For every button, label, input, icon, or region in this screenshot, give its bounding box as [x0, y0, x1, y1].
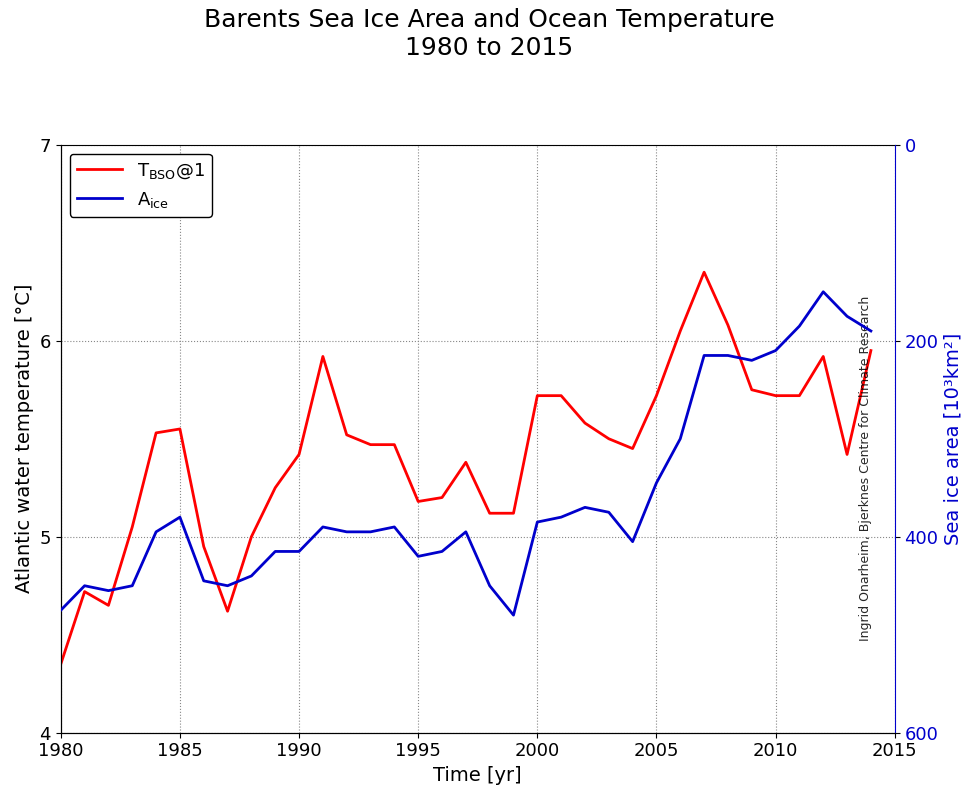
T$_{\mathrm{BSO}}$@1	[197, 542, 209, 551]
T$_{\mathrm{BSO}}$@1	[602, 434, 614, 443]
A$_{\mathrm{ice}}$	[817, 287, 828, 297]
A$_{\mathrm{ice}}$	[79, 581, 91, 590]
A$_{\mathrm{ice}}$	[55, 606, 66, 615]
T$_{\mathrm{BSO}}$@1	[412, 497, 424, 506]
A$_{\mathrm{ice}}$	[864, 326, 875, 336]
T$_{\mathrm{BSO}}$@1	[150, 428, 162, 438]
T$_{\mathrm{BSO}}$@1	[650, 391, 661, 401]
A$_{\mathrm{ice}}$	[364, 527, 376, 537]
T$_{\mathrm{BSO}}$@1	[698, 267, 709, 277]
X-axis label: Time [yr]: Time [yr]	[433, 766, 522, 785]
A$_{\mathrm{ice}}$	[602, 507, 614, 517]
T$_{\mathrm{BSO}}$@1	[174, 424, 186, 434]
T$_{\mathrm{BSO}}$@1	[721, 320, 733, 330]
A$_{\mathrm{ice}}$	[126, 581, 138, 590]
A$_{\mathrm{ice}}$	[626, 537, 638, 546]
A$_{\mathrm{ice}}$	[412, 551, 424, 561]
T$_{\mathrm{BSO}}$@1	[840, 450, 852, 459]
A$_{\mathrm{ice}}$	[698, 350, 709, 360]
A$_{\mathrm{ice}}$	[174, 512, 186, 522]
T$_{\mathrm{BSO}}$@1	[269, 483, 280, 493]
A$_{\mathrm{ice}}$	[459, 527, 471, 537]
A$_{\mathrm{ice}}$	[197, 576, 209, 586]
A$_{\mathrm{ice}}$	[578, 502, 590, 512]
Text: Ingrid Onarheim, Bjerknes Centre for Climate Research: Ingrid Onarheim, Bjerknes Centre for Cli…	[858, 295, 871, 641]
A$_{\mathrm{ice}}$	[769, 346, 781, 355]
T$_{\mathrm{BSO}}$@1	[817, 352, 828, 362]
T$_{\mathrm{BSO}}$@1	[864, 346, 875, 355]
A$_{\mathrm{ice}}$	[317, 522, 328, 532]
A$_{\mathrm{ice}}$	[484, 581, 495, 590]
T$_{\mathrm{BSO}}$@1	[674, 326, 686, 336]
Y-axis label: Atlantic water temperature [°C]: Atlantic water temperature [°C]	[15, 284, 34, 594]
A$_{\mathrm{ice}}$	[150, 527, 162, 537]
A$_{\mathrm{ice}}$	[745, 355, 757, 365]
T$_{\mathrm{BSO}}$@1	[436, 493, 447, 502]
A$_{\mathrm{ice}}$	[792, 322, 804, 331]
T$_{\mathrm{BSO}}$@1	[578, 418, 590, 428]
A$_{\mathrm{ice}}$	[269, 546, 280, 556]
A$_{\mathrm{ice}}$	[222, 581, 234, 590]
T$_{\mathrm{BSO}}$@1	[555, 391, 567, 401]
A$_{\mathrm{ice}}$	[650, 478, 661, 488]
T$_{\mathrm{BSO}}$@1	[507, 509, 519, 518]
T$_{\mathrm{BSO}}$@1	[126, 522, 138, 532]
T$_{\mathrm{BSO}}$@1	[293, 450, 305, 459]
A$_{\mathrm{ice}}$	[245, 571, 257, 581]
A$_{\mathrm{ice}}$	[840, 311, 852, 321]
A$_{\mathrm{ice}}$	[388, 522, 400, 532]
A$_{\mathrm{ice}}$	[721, 350, 733, 360]
T$_{\mathrm{BSO}}$@1	[745, 385, 757, 394]
T$_{\mathrm{BSO}}$@1	[484, 509, 495, 518]
A$_{\mathrm{ice}}$	[293, 546, 305, 556]
T$_{\mathrm{BSO}}$@1	[792, 391, 804, 401]
T$_{\mathrm{BSO}}$@1	[388, 440, 400, 450]
Text: Barents Sea Ice Area and Ocean Temperature
1980 to 2015: Barents Sea Ice Area and Ocean Temperatu…	[203, 8, 774, 60]
Line: A$_{\mathrm{ice}}$: A$_{\mathrm{ice}}$	[61, 292, 870, 615]
T$_{\mathrm{BSO}}$@1	[364, 440, 376, 450]
A$_{\mathrm{ice}}$	[674, 434, 686, 443]
T$_{\mathrm{BSO}}$@1	[55, 659, 66, 669]
Line: T$_{\mathrm{BSO}}$@1: T$_{\mathrm{BSO}}$@1	[61, 272, 870, 664]
T$_{\mathrm{BSO}}$@1	[222, 606, 234, 616]
T$_{\mathrm{BSO}}$@1	[317, 352, 328, 362]
T$_{\mathrm{BSO}}$@1	[341, 430, 353, 440]
T$_{\mathrm{BSO}}$@1	[626, 444, 638, 454]
A$_{\mathrm{ice}}$	[531, 518, 542, 527]
T$_{\mathrm{BSO}}$@1	[459, 458, 471, 467]
A$_{\mathrm{ice}}$	[436, 546, 447, 556]
Legend: T$_{\mathrm{BSO}}$@1, A$_{\mathrm{ice}}$: T$_{\mathrm{BSO}}$@1, A$_{\mathrm{ice}}$	[69, 154, 212, 217]
T$_{\mathrm{BSO}}$@1	[103, 601, 114, 610]
A$_{\mathrm{ice}}$	[103, 586, 114, 595]
T$_{\mathrm{BSO}}$@1	[531, 391, 542, 401]
Y-axis label: Sea ice area [10³km²]: Sea ice area [10³km²]	[943, 333, 962, 545]
A$_{\mathrm{ice}}$	[507, 610, 519, 620]
T$_{\mathrm{BSO}}$@1	[245, 532, 257, 542]
T$_{\mathrm{BSO}}$@1	[79, 587, 91, 597]
A$_{\mathrm{ice}}$	[555, 512, 567, 522]
T$_{\mathrm{BSO}}$@1	[769, 391, 781, 401]
A$_{\mathrm{ice}}$	[341, 527, 353, 537]
